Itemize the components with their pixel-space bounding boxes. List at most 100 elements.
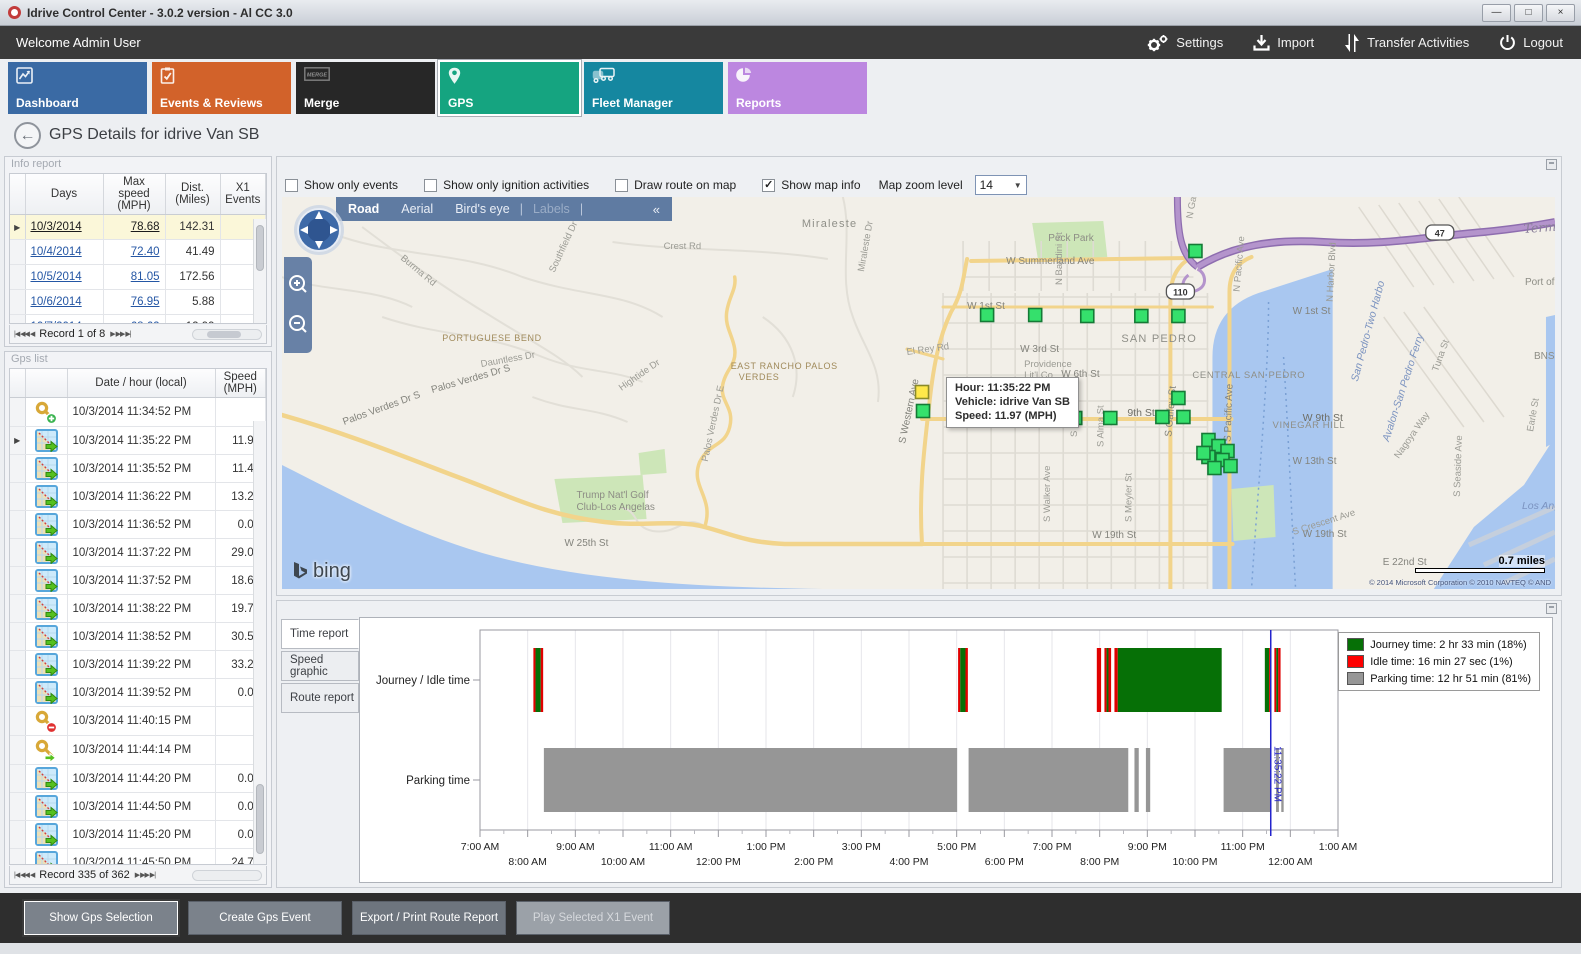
map-toolbar-collapse-button[interactable]: « [652,201,660,217]
gps-col-header: Speed (MPH) [215,369,266,398]
gps-list-pager[interactable]: |◀ ◀◀ ◀ Record 335 of 362 ▶ ▶▶ ▶| [9,866,267,885]
info-report-row[interactable]: 10/4/2014 72.40 41.49 [10,239,266,265]
info-hscrollbar[interactable] [192,328,262,340]
gps-point-marker[interactable] [1134,308,1149,324]
info-report-row[interactable]: 10/7/201468.6212.99 [10,314,266,323]
checkbox-show-only-events[interactable]: Show only events [285,178,398,192]
day-link[interactable]: 10/3/2014 [30,221,82,233]
gps-point-marker[interactable] [1176,409,1191,425]
map-view-bird-s-eye[interactable]: Bird's eye [455,202,510,216]
chart-panel-maximize-button[interactable] [1546,603,1557,614]
events-icon [160,67,175,87]
checkbox-box[interactable] [285,178,298,192]
settings-action[interactable]: Settings [1147,34,1223,52]
day-link[interactable]: 10/7/2014 [31,321,82,323]
chart-tab-speed-graphic[interactable]: Speed graphic [281,651,359,681]
gps-list-row[interactable]: 10/3/2014 11:39:22 PM 33.21 [10,650,266,679]
gps-list-row[interactable]: 10/3/2014 11:36:52 PM 0.00 [10,510,266,539]
map-view-aerial[interactable]: Aerial [401,202,434,216]
day-link[interactable]: 10/4/2014 [30,246,82,258]
transfer-action[interactable]: Transfer Activities [1344,33,1469,52]
x-axis-tick-label: 12:00 PM [696,856,741,868]
gps-list-row[interactable]: 10/3/2014 11:37:22 PM 29.05 [10,538,266,567]
info-report-table[interactable]: Days Max speed (MPH) Dist. (Miles) X1 Event… [10,174,266,323]
checkbox-box[interactable] [615,178,629,192]
map-label: Terminal Is [1523,216,1555,236]
map-canvas[interactable]: Miraleste Crest Rd Burma Rd Southfield Dr Mi… [282,197,1555,589]
gps-point-marker[interactable] [1171,390,1186,406]
day-link[interactable]: 10/5/2014 [30,271,82,283]
checkbox-box[interactable] [424,178,438,192]
checkbox-show-only-ignition-activities[interactable]: Show only ignition activities [424,178,589,192]
gps-point-marker[interactable] [1102,410,1118,426]
map-view-labels[interactable]: Labels [532,202,570,216]
gps-point-marker[interactable] [1223,458,1238,474]
gps-point-marker[interactable] [1079,308,1095,324]
gps-list-row[interactable]: 10/3/2014 11:45:20 PM 0.00 [10,820,266,849]
gps-list-vscroll[interactable] [253,421,266,864]
checkbox-draw-route-on-map[interactable]: Draw route on map [615,178,736,192]
map-panel-maximize-button[interactable] [1546,159,1557,170]
show-gps-selection-button[interactable]: Show Gps Selection [22,899,180,937]
map-zoom-level-select[interactable]: 14 ▼ [974,175,1027,195]
gps-list-table[interactable]: Date / hour (local) Speed (MPH) 10/3/2014 … [10,369,266,864]
max-speed-link[interactable]: 81.05 [130,271,160,283]
gps-point-marker[interactable] [979,307,995,323]
gps-list-row[interactable]: 10/3/2014 11:44:20 PM 0.00 [10,764,266,793]
import-action[interactable]: Import [1253,34,1314,51]
map-compass-control[interactable] [292,203,346,260]
chart-tab-time-report[interactable]: Time report [281,619,359,649]
close-button[interactable]: × [1546,3,1575,22]
gps-point-marker[interactable] [1155,409,1170,425]
gps-list-row[interactable]: ▶ 10/3/2014 11:35:22 PM 11.97 [10,426,266,455]
gps-list-row[interactable]: 10/3/2014 11:40:15 PM [10,706,266,736]
gps-list-row[interactable]: 10/3/2014 11:45:50 PM 24.75 [10,848,266,864]
map-view-road[interactable]: Road [348,202,380,216]
gps-point-marker[interactable] [1188,243,1203,259]
tab-gps[interactable]: GPS [440,62,579,114]
chart-tab-route-report[interactable]: Route report [281,683,359,713]
checkbox-show-map-info[interactable]: ✓ Show map info [762,178,861,192]
gps-point-marker[interactable] [1171,308,1186,324]
gps-point-marker[interactable] [1207,460,1222,476]
checkbox-box[interactable]: ✓ [762,178,776,192]
tab-reports[interactable]: Reports [728,62,867,114]
maximize-button[interactable]: □ [1514,3,1543,22]
day-link[interactable]: 10/6/2014 [30,296,82,308]
gps-list-row[interactable]: 10/3/2014 11:38:52 PM 30.55 [10,622,266,651]
max-speed-link[interactable]: 72.40 [130,246,160,258]
gps-list-row[interactable]: 10/3/2014 11:38:22 PM 19.70 [10,594,266,623]
gps-point-marker[interactable] [1196,445,1211,461]
tab-dashboard[interactable]: Dashboard [8,62,147,114]
info-report-vscroll[interactable] [253,219,266,323]
max-speed-link[interactable]: 76.95 [130,296,160,308]
gps-list-row[interactable]: 10/3/2014 11:34:52 PM [10,397,266,427]
gps-list-row[interactable]: 10/3/2014 11:44:14 PM [10,735,266,765]
gps-list-row[interactable]: 10/3/2014 11:35:52 PM 11.47 [10,454,266,483]
x-axis-tick-label: 7:00 PM [1032,841,1071,853]
info-report-row[interactable]: ▶ 10/3/2014 78.68 142.31 [10,214,266,240]
back-button[interactable]: ← [14,121,41,149]
max-speed-link[interactable]: 68.62 [131,321,160,323]
tab-merge[interactable]: MERGE Merge [296,62,435,114]
gps-list-row[interactable]: 10/3/2014 11:37:52 PM 18.63 [10,566,266,595]
export-print-route-report-button[interactable]: Export / Print Route Report [352,901,506,935]
gps-point-marker[interactable] [915,403,931,419]
info-report-pager[interactable]: |◀ ◀◀ ◀ Record 1 of 8 ▶ ▶▶ ▶| [9,325,267,344]
tab-fleet-manager[interactable]: Fleet Manager [584,62,723,114]
selected-gps-marker[interactable] [914,384,930,400]
max-speed-link[interactable]: 78.68 [130,221,160,233]
map-freeways [1173,197,1555,294]
tab-events-reviews[interactable]: Events & Reviews [152,62,291,114]
info-report-row[interactable]: 10/6/2014 76.95 5.88 [10,289,266,315]
gps-hscrollbar[interactable] [192,869,262,881]
gps-list-row[interactable]: 10/3/2014 11:44:50 PM 0.00 [10,792,266,821]
logout-action[interactable]: Logout [1499,34,1563,51]
minimize-button[interactable]: — [1482,3,1511,22]
create-gps-event-button[interactable]: Create Gps Event [188,901,342,935]
gps-list-row[interactable]: 10/3/2014 11:39:52 PM 0.00 [10,678,266,707]
gps-point-marker[interactable] [1027,307,1043,323]
gps-list-row[interactable]: 10/3/2014 11:36:22 PM 13.28 [10,482,266,511]
info-report-row[interactable]: 10/5/2014 81.05 172.56 [10,264,266,290]
